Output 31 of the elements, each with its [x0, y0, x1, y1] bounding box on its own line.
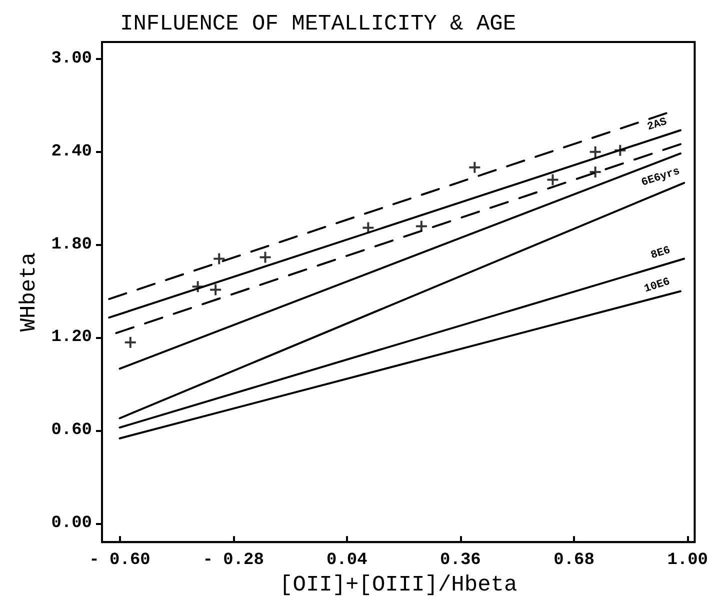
point	[546, 173, 560, 186]
y-tick-label: 1.20	[51, 328, 92, 348]
y-axis-title: WHbeta	[16, 252, 42, 332]
point	[209, 283, 222, 296]
point	[362, 221, 375, 234]
y-tick-label: 3.00	[51, 50, 92, 69]
y-tick-label: 0.00	[51, 514, 92, 534]
y-tick-label: 1.80	[51, 235, 92, 254]
x-tick-label: 0.68	[554, 551, 594, 570]
text: 8E6	[650, 244, 672, 262]
point	[191, 280, 204, 294]
x-tick-label: 0.36	[440, 551, 481, 570]
y-tick-label: 2.40	[51, 142, 92, 162]
x-tick-label: - 0.28	[202, 551, 264, 570]
x-axis-title: [OII]+[OIII]/Hbeta	[280, 572, 518, 598]
y-tick-label: 0.60	[51, 421, 92, 440]
point	[588, 166, 602, 179]
x-tick-label: 0.04	[326, 551, 368, 570]
x-tick-label: - 0.60	[89, 551, 150, 570]
point	[414, 220, 428, 233]
point	[614, 144, 627, 157]
point	[588, 145, 602, 158]
point	[258, 250, 272, 264]
point	[212, 252, 226, 266]
chart-title: INFLUENCE OF METALLICITY & AGE	[120, 12, 516, 36]
text: 6E6yrs	[640, 166, 682, 190]
point	[124, 336, 137, 349]
text: 2AS	[646, 116, 669, 134]
text: 10E6	[642, 276, 672, 296]
point	[468, 160, 482, 174]
x-tick-label: 1.00	[667, 551, 708, 570]
